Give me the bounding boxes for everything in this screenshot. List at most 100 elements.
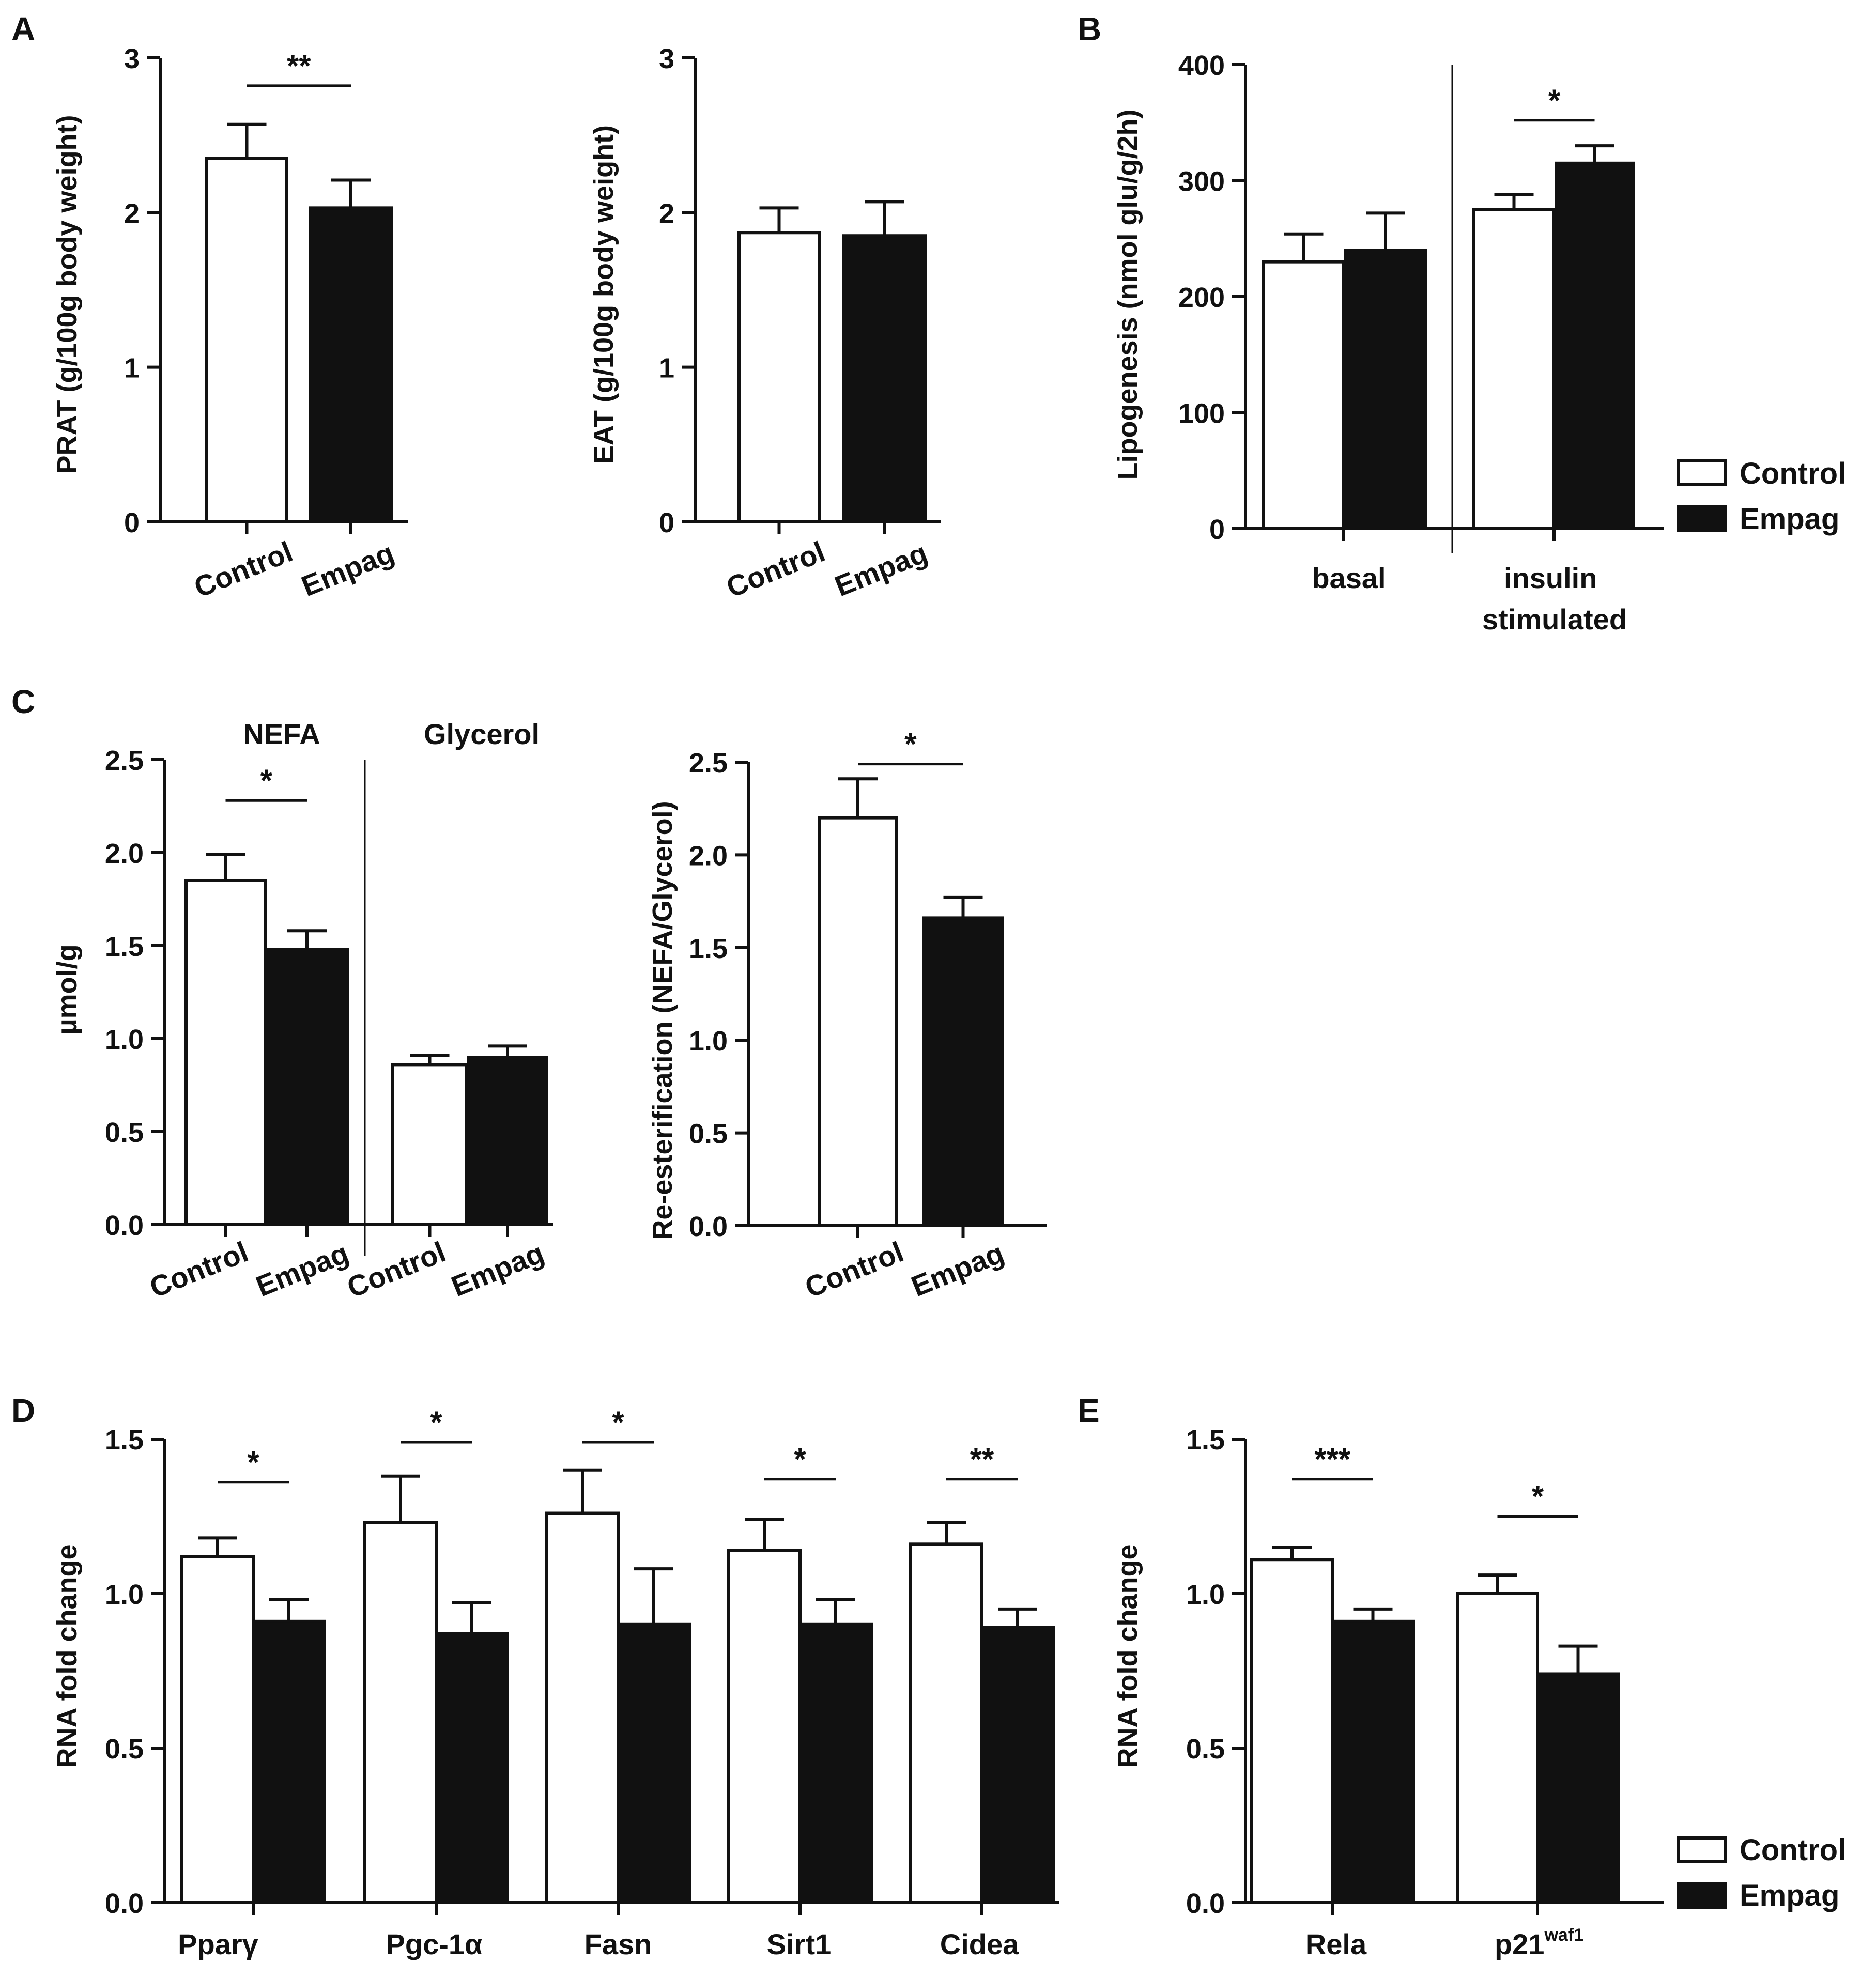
y-tick-label: 1 bbox=[659, 353, 674, 384]
x-category-label: Control bbox=[145, 1235, 253, 1304]
y-tick-label: 2.0 bbox=[689, 840, 728, 871]
y-tick-label: 0.5 bbox=[105, 1734, 144, 1765]
bar-control bbox=[737, 231, 821, 524]
bar-control bbox=[363, 1521, 438, 1904]
bar-empag bbox=[265, 948, 349, 1226]
p21-base: p21 bbox=[1495, 1928, 1545, 1960]
x-category-label: Empag bbox=[447, 1237, 548, 1303]
y-tick-label: 1.0 bbox=[1186, 1579, 1225, 1610]
y-tick-label: 400 bbox=[1178, 50, 1225, 81]
significance-label: *** bbox=[1314, 1442, 1351, 1477]
legend: Control Empag bbox=[1677, 457, 1846, 536]
y-axis-label: Lipogenesis (nmol glu/g/2h) bbox=[1112, 109, 1143, 480]
bar-empag bbox=[309, 206, 393, 523]
panel-letter-b: B bbox=[1078, 10, 1101, 48]
legend-swatch-empag bbox=[1677, 1882, 1727, 1909]
y-tick-label: 200 bbox=[1178, 282, 1225, 313]
bar-empag bbox=[798, 1622, 873, 1905]
x-group-label-p21: p21waf1 bbox=[1495, 1925, 1583, 1960]
bar-control bbox=[909, 1542, 983, 1905]
bar-empag bbox=[1331, 1619, 1415, 1905]
significance-label: * bbox=[1548, 83, 1561, 118]
y-tick-label: 2.0 bbox=[105, 838, 144, 869]
y-tick-label: 2 bbox=[659, 198, 674, 229]
x-group-label-insulin: insulin stimulated bbox=[1482, 562, 1627, 636]
y-tick-label: 1.5 bbox=[105, 931, 144, 962]
bar-control bbox=[1456, 1592, 1539, 1904]
significance-label: * bbox=[260, 763, 273, 798]
panel-letter-e: E bbox=[1078, 1392, 1100, 1429]
y-tick-label: 1.0 bbox=[689, 1026, 728, 1057]
y-tick-label: 100 bbox=[1178, 398, 1225, 429]
y-tick-label: 1.5 bbox=[689, 933, 728, 964]
chart-panel-a-prat: A PRAT (g/100g body weight) 0 1 2 3 Control E… bbox=[11, 10, 408, 604]
y-tick-label: 0 bbox=[1209, 514, 1225, 545]
y-axis-label: Re-esterification (NEFA/Glycerol) bbox=[647, 801, 678, 1240]
bar-control bbox=[1250, 1558, 1334, 1904]
y-tick-label: 1.5 bbox=[1186, 1425, 1225, 1456]
x-group-label-rela: Rela bbox=[1305, 1928, 1367, 1960]
y-tick-label: 0 bbox=[124, 507, 140, 538]
chart-panel-b: B Lipogenesis (nmol glu/g/2h) basal insu… bbox=[1078, 10, 1846, 636]
x-group-label: Pgc-1α bbox=[386, 1928, 483, 1960]
bar-empag bbox=[467, 1056, 548, 1226]
significance-label: * bbox=[904, 727, 917, 762]
bar-control bbox=[545, 1511, 620, 1904]
y-tick-label: 2.5 bbox=[105, 745, 144, 776]
bar-control bbox=[1472, 208, 1556, 530]
y-tick-label: 0.0 bbox=[105, 1888, 144, 1919]
chart-panel-c-umol: C µmol/g NEFA Glycerol 0.0 0.5 1.0 1.5 2.0 2.… bbox=[11, 683, 553, 1304]
legend-swatch-control bbox=[1677, 459, 1727, 486]
y-tick-label: 0.5 bbox=[105, 1117, 144, 1148]
y-axis-label: PRAT (g/100g body weight) bbox=[52, 115, 83, 474]
x-group-label: Sirt1 bbox=[767, 1928, 832, 1960]
chart-panel-a-eat: EAT (g/100g body weight) 0 1 2 3 Control Empa… bbox=[588, 43, 941, 604]
chart-panel-c-reesterification: Re-esterification (NEFA/Glycerol) 0.0 0.5… bbox=[647, 727, 1047, 1304]
legend-label-empag: Empag bbox=[1740, 1879, 1839, 1912]
legend-label-empag: Empag bbox=[1740, 502, 1839, 536]
y-axis-label: EAT (g/100g body weight) bbox=[588, 125, 619, 464]
significance-label: ** bbox=[970, 1442, 994, 1477]
bar-control bbox=[205, 157, 288, 524]
x-group-label: Cidea bbox=[940, 1928, 1019, 1960]
x-group-label-basal: basal bbox=[1312, 562, 1386, 594]
panel-letter-c: C bbox=[11, 683, 35, 720]
significance-label: * bbox=[794, 1442, 806, 1477]
bar-control bbox=[818, 816, 898, 1227]
legend-label-control: Control bbox=[1740, 457, 1846, 490]
panel-letter-d: D bbox=[11, 1392, 35, 1429]
y-tick-label: 1 bbox=[124, 353, 140, 384]
x-category-label: Empag bbox=[830, 536, 932, 602]
y-tick-label: 3 bbox=[659, 43, 674, 74]
legend-label-control: Control bbox=[1740, 1833, 1846, 1867]
bar-control bbox=[180, 1555, 255, 1904]
bar-control bbox=[1262, 260, 1345, 530]
panel-letter-a: A bbox=[11, 10, 35, 48]
bar-empag bbox=[922, 916, 1004, 1227]
legend: Control Empag bbox=[1677, 1833, 1846, 1912]
y-axis-label: RNA fold change bbox=[52, 1544, 83, 1768]
x-category-label: Control bbox=[190, 535, 297, 604]
legend-swatch-empag bbox=[1677, 505, 1727, 532]
y-tick-label: 300 bbox=[1178, 166, 1225, 197]
section-label-nefa: NEFA bbox=[243, 718, 320, 750]
x-category-label: Control bbox=[343, 1235, 450, 1304]
x-group-label-insulin-line: insulin bbox=[1504, 562, 1597, 594]
bar-empag bbox=[980, 1626, 1055, 1904]
y-tick-label: 0.0 bbox=[105, 1210, 144, 1241]
bar-control bbox=[184, 879, 267, 1226]
x-category-label: Control bbox=[722, 535, 829, 604]
y-tick-label: 0.5 bbox=[1186, 1734, 1225, 1765]
chart-panel-e: E RNA fold change Rela p21waf1 Control E… bbox=[1078, 1392, 1846, 1960]
bar-empag bbox=[617, 1622, 691, 1905]
y-tick-label: 3 bbox=[124, 43, 140, 74]
legend-swatch-control bbox=[1677, 1836, 1727, 1863]
chart-panel-d: D RNA fold change 0.00.51.01.5** ** **Ppar… bbox=[11, 1392, 1059, 1960]
bar-control bbox=[391, 1063, 468, 1226]
y-axis-label: RNA fold change bbox=[1112, 1544, 1143, 1768]
y-tick-label: 1.0 bbox=[105, 1024, 144, 1055]
x-category-label: Empag bbox=[297, 536, 398, 602]
bar-empag bbox=[1536, 1672, 1620, 1904]
y-tick-label: 0.5 bbox=[689, 1119, 728, 1150]
